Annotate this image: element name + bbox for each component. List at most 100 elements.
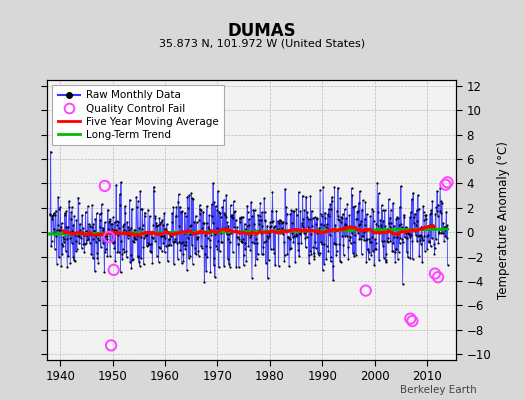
Point [302,234,311,240]
Point [293,212,301,218]
Point [67,209,75,216]
Point [183,193,191,200]
Point [352,216,361,222]
Point [61,212,69,218]
Point [286,246,294,252]
Point [398,236,407,242]
Point [200,220,208,226]
Point [369,208,378,214]
Point [212,203,220,209]
Point [60,236,69,242]
Point [50,246,59,252]
Point [291,258,299,265]
Point [346,234,354,240]
Point [163,228,171,235]
Point [375,230,384,236]
Point [188,195,196,202]
Point [352,251,360,258]
Point [362,288,370,294]
Point [430,226,438,232]
Point [267,208,276,214]
Point [181,209,189,216]
Point [229,214,237,221]
Point [241,221,249,227]
Point [185,192,193,198]
Point [421,248,429,254]
Point [402,230,410,236]
Point [259,239,268,246]
Point [434,274,442,280]
Point [305,260,313,266]
Point [82,240,91,246]
Point [416,237,424,243]
Point [298,219,307,226]
Point [205,212,213,218]
Point [322,224,330,230]
Point [196,243,205,249]
Point [331,222,340,228]
Point [361,199,369,205]
Point [190,228,198,235]
Point [351,232,359,238]
Point [125,232,134,238]
Point [225,261,233,267]
Point [373,226,381,232]
Point [399,225,408,232]
Point [429,222,437,229]
Point [92,239,100,245]
Point [238,239,247,246]
Point [385,196,393,202]
Point [315,225,323,232]
Point [277,220,286,226]
Point [317,221,325,227]
Point [348,230,356,236]
Point [411,228,420,234]
Point [110,238,118,245]
Point [386,214,394,221]
Point [81,231,89,238]
Point [242,258,250,264]
Point [396,240,404,246]
Point [196,206,205,213]
Point [349,203,357,210]
Point [413,238,421,244]
Point [114,219,123,226]
Point [246,234,254,240]
Point [293,240,302,246]
Point [114,232,122,239]
Point [203,254,212,260]
Point [231,228,239,234]
Point [415,253,423,259]
Point [202,243,210,249]
Text: DUMAS: DUMAS [228,22,296,40]
Point [88,224,96,230]
Point [81,209,90,215]
Point [384,235,392,242]
Point [198,245,206,251]
Point [158,233,166,239]
Point [270,250,278,256]
Point [75,239,83,246]
Point [85,240,94,246]
Point [287,207,296,213]
Point [222,214,230,220]
Point [328,205,336,212]
Point [262,260,270,266]
Point [124,224,133,230]
Point [147,230,156,236]
Point [377,224,386,230]
Point [334,216,343,222]
Point [264,235,272,242]
Point [85,230,93,236]
Point [437,198,445,204]
Point [397,183,405,190]
Point [344,256,353,262]
Point [123,219,131,226]
Point [348,192,356,198]
Point [223,219,231,225]
Point [393,234,401,240]
Point [288,230,296,236]
Point [193,236,202,242]
Point [309,215,317,222]
Point [327,253,335,260]
